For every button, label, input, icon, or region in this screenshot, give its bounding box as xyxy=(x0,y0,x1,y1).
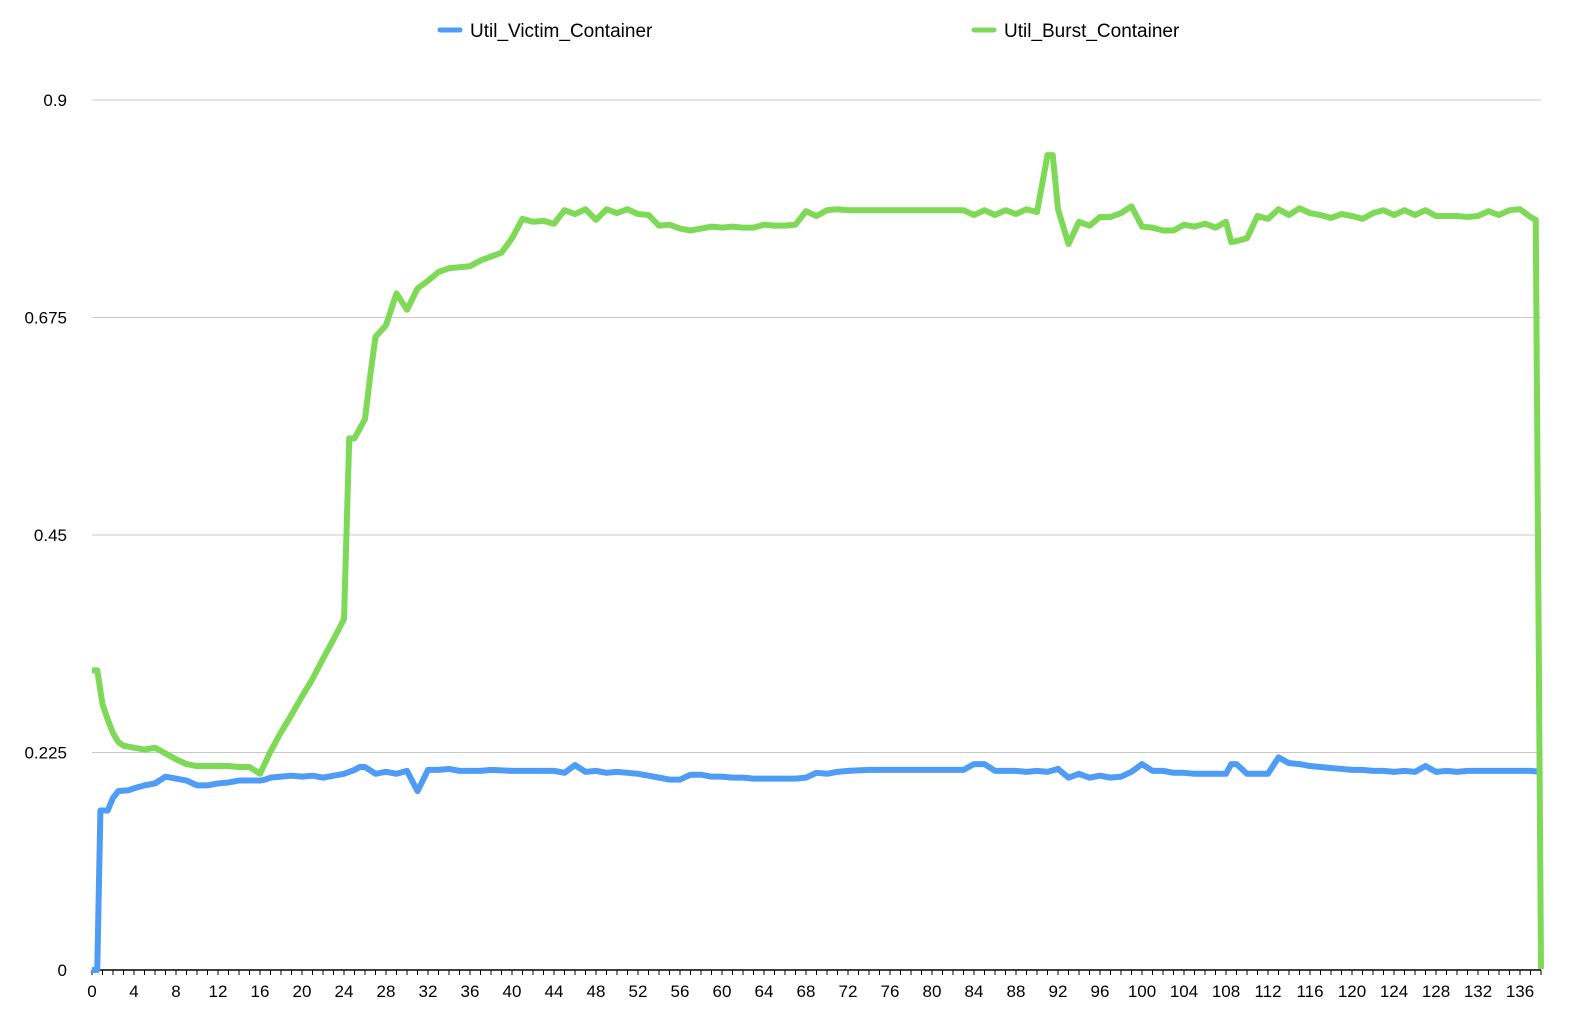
legend-label: Util_Burst_Container xyxy=(1004,21,1180,42)
x-tick-label: 56 xyxy=(671,982,690,1001)
y-tick-label: 0 xyxy=(58,961,67,980)
x-tick-label: 132 xyxy=(1464,982,1492,1001)
x-axis: 0 4 8 12 16 20 24 28 32 36 40 44 48 52 56 60 64 68 72 76 80 8… xyxy=(87,969,1542,1001)
x-tick-label: 48 xyxy=(587,982,606,1001)
x-tick-label: 72 xyxy=(839,982,858,1001)
x-tick-label: 4 xyxy=(129,982,138,1001)
x-tick-label: 96 xyxy=(1091,982,1110,1001)
x-tick-label: 32 xyxy=(419,982,438,1001)
gridlines xyxy=(92,99,1541,753)
x-tick-label: 116 xyxy=(1296,982,1323,1001)
x-tick-label: 64 xyxy=(755,982,774,1001)
series-lines xyxy=(92,152,1544,973)
x-tick-label: 16 xyxy=(251,982,270,1001)
x-tick-label: 60 xyxy=(713,982,732,1001)
x-tick-label: 24 xyxy=(335,982,354,1001)
x-tick-label: 84 xyxy=(965,982,984,1001)
legend-label: Util_Victim_Container xyxy=(470,21,653,42)
y-tick-label: 0.675 xyxy=(24,309,67,328)
x-tick-label: 108 xyxy=(1212,982,1240,1001)
y-tick-label: 0.9 xyxy=(43,91,67,110)
x-tick-label: 128 xyxy=(1422,982,1450,1001)
x-tick-label: 20 xyxy=(293,982,312,1001)
x-tick-label: 136 xyxy=(1506,982,1534,1001)
x-tick-label: 104 xyxy=(1170,982,1198,1001)
x-tick-label: 80 xyxy=(923,982,942,1001)
y-tick-label: 0.225 xyxy=(24,744,67,763)
x-tick-label: 0 xyxy=(87,982,96,1001)
x-tick-label: 68 xyxy=(797,982,816,1001)
x-tick-label: 52 xyxy=(629,982,648,1001)
x-tick-label: 40 xyxy=(503,982,522,1001)
x-tick-label: 112 xyxy=(1254,982,1281,1001)
series-line-1 xyxy=(92,152,1544,970)
x-tick-label: 100 xyxy=(1128,982,1156,1001)
y-axis-tick-labels: 0 0.225 0.45 0.675 0.9 xyxy=(24,91,67,980)
x-tick-label: 44 xyxy=(545,982,564,1001)
x-tick-label: 76 xyxy=(881,982,900,1001)
x-tick-label: 12 xyxy=(209,982,228,1001)
x-tick-label: 92 xyxy=(1049,982,1068,1001)
x-tick-label: 8 xyxy=(171,982,180,1001)
series-line-0 xyxy=(92,754,1542,973)
x-tick-label: 36 xyxy=(461,982,480,1001)
x-tick-label: 88 xyxy=(1007,982,1026,1001)
x-tick-label: 28 xyxy=(377,982,396,1001)
x-tick-label: 124 xyxy=(1380,982,1408,1001)
x-tick-label: 120 xyxy=(1338,982,1366,1001)
y-tick-label: 0.45 xyxy=(34,526,67,545)
legend: Util_Victim_Container Util_Burst_Containe… xyxy=(437,21,1180,42)
